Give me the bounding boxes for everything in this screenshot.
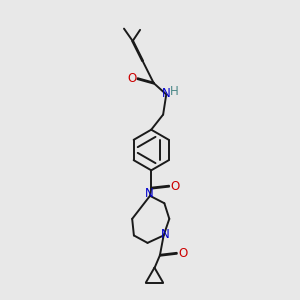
Text: N: N [161, 228, 170, 241]
Text: N: N [144, 187, 153, 200]
Text: O: O [178, 247, 188, 260]
Text: O: O [128, 72, 137, 85]
Text: N: N [162, 86, 171, 100]
Text: H: H [170, 85, 178, 98]
Text: O: O [171, 180, 180, 193]
